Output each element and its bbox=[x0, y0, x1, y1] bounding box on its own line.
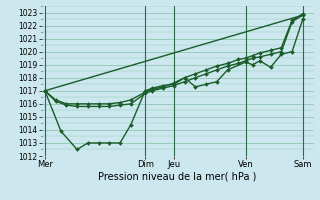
X-axis label: Pression niveau de la mer( hPa ): Pression niveau de la mer( hPa ) bbox=[99, 172, 257, 182]
